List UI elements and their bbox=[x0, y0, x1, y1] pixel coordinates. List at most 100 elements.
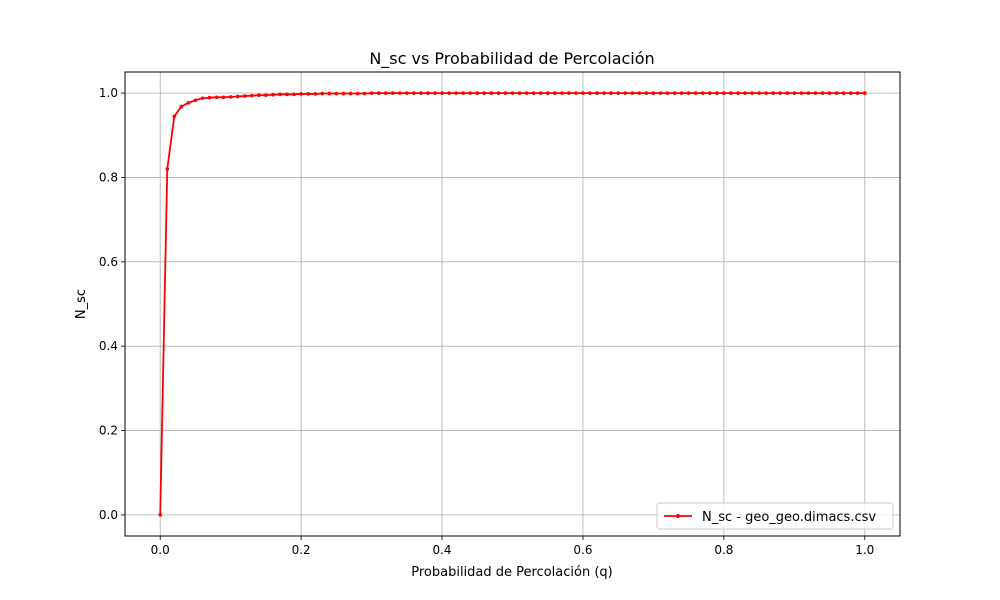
data-point bbox=[355, 91, 360, 96]
data-point bbox=[433, 91, 437, 95]
data-point bbox=[271, 92, 275, 97]
data-point bbox=[320, 91, 325, 96]
data-point bbox=[193, 98, 198, 103]
data-point bbox=[736, 91, 740, 95]
data-point bbox=[454, 91, 458, 95]
y-tick-label: 0.8 bbox=[99, 170, 118, 184]
data-point bbox=[820, 91, 825, 95]
x-tick-label: 1.0 bbox=[855, 543, 874, 557]
data-point bbox=[158, 513, 163, 517]
data-point bbox=[623, 91, 628, 95]
x-tick-label: 0.6 bbox=[573, 543, 592, 557]
grid-lines bbox=[125, 72, 900, 536]
data-point bbox=[165, 167, 170, 171]
data-point bbox=[813, 91, 818, 95]
x-tick-label: 0.8 bbox=[714, 543, 733, 557]
data-point bbox=[630, 91, 635, 95]
y-tick-label: 0.2 bbox=[99, 424, 118, 438]
data-point bbox=[595, 91, 599, 95]
data-point bbox=[390, 91, 395, 95]
data-point bbox=[242, 94, 247, 98]
data-point bbox=[651, 91, 656, 95]
legend-marker-swatch bbox=[676, 514, 680, 518]
data-point bbox=[552, 91, 557, 95]
data-point bbox=[616, 91, 620, 95]
data-point bbox=[503, 91, 508, 95]
data-point bbox=[827, 91, 832, 95]
data-point bbox=[334, 91, 339, 96]
data-point bbox=[468, 91, 473, 95]
data-point bbox=[179, 104, 184, 109]
data-point bbox=[637, 91, 642, 95]
data-point bbox=[341, 91, 346, 96]
data-point bbox=[855, 91, 860, 95]
data-point bbox=[545, 91, 550, 95]
data-point bbox=[764, 91, 768, 95]
data-point bbox=[376, 91, 381, 95]
x-axis-label: Probabilidad de Percolación (q) bbox=[411, 565, 613, 580]
data-point bbox=[679, 91, 684, 95]
data-point bbox=[672, 91, 677, 95]
data-point bbox=[299, 92, 303, 96]
data-point bbox=[574, 91, 578, 95]
data-point bbox=[264, 93, 268, 97]
data-point bbox=[799, 91, 804, 95]
data-point bbox=[750, 91, 754, 95]
y-tick-label: 0.0 bbox=[99, 508, 118, 522]
data-point bbox=[489, 91, 494, 95]
data-point bbox=[186, 100, 191, 105]
y-tick-label: 0.6 bbox=[99, 255, 118, 269]
data-point bbox=[806, 91, 811, 95]
data-point bbox=[722, 91, 726, 95]
data-point bbox=[461, 91, 465, 95]
data-point bbox=[412, 91, 416, 95]
data-point bbox=[250, 93, 254, 98]
data-point bbox=[567, 91, 571, 95]
data-point bbox=[538, 91, 543, 95]
data-point bbox=[531, 91, 536, 95]
data-point bbox=[419, 91, 423, 95]
data-point bbox=[757, 91, 761, 95]
data-point bbox=[560, 91, 564, 95]
data-point bbox=[292, 92, 296, 97]
data-point bbox=[214, 95, 219, 100]
x-tick-label: 0.2 bbox=[292, 543, 311, 557]
data-point bbox=[862, 91, 867, 95]
legend-label: N_sc - geo_geo.dimacs.csv bbox=[702, 510, 876, 525]
data-point bbox=[221, 95, 226, 100]
data-point bbox=[228, 95, 233, 99]
data-point bbox=[383, 91, 388, 95]
data-point bbox=[426, 91, 430, 95]
data-point bbox=[729, 91, 733, 95]
data-point bbox=[841, 91, 846, 95]
plot-data bbox=[158, 91, 867, 517]
data-point bbox=[700, 91, 705, 95]
data-point bbox=[475, 91, 480, 95]
data-point bbox=[778, 91, 783, 95]
data-point bbox=[440, 91, 444, 95]
data-point bbox=[207, 95, 212, 100]
data-point bbox=[447, 91, 451, 95]
data-point bbox=[405, 91, 409, 95]
data-point bbox=[517, 91, 522, 95]
data-point bbox=[834, 91, 839, 95]
plot-area-frame bbox=[124, 71, 901, 537]
data-point bbox=[771, 91, 775, 95]
data-point bbox=[707, 91, 712, 95]
data-point bbox=[257, 93, 261, 97]
legend-box bbox=[656, 502, 894, 530]
legend: N_sc - geo_geo.dimacs.csv bbox=[656, 502, 894, 530]
data-point bbox=[348, 91, 353, 96]
data-point bbox=[278, 92, 282, 97]
data-point bbox=[200, 96, 205, 100]
data-point bbox=[715, 91, 719, 95]
data-point bbox=[306, 92, 310, 96]
data-point bbox=[602, 91, 606, 95]
data-point bbox=[848, 91, 853, 95]
data-point bbox=[496, 91, 501, 95]
data-point bbox=[743, 91, 747, 95]
series-line bbox=[159, 92, 865, 515]
data-point bbox=[369, 91, 374, 95]
